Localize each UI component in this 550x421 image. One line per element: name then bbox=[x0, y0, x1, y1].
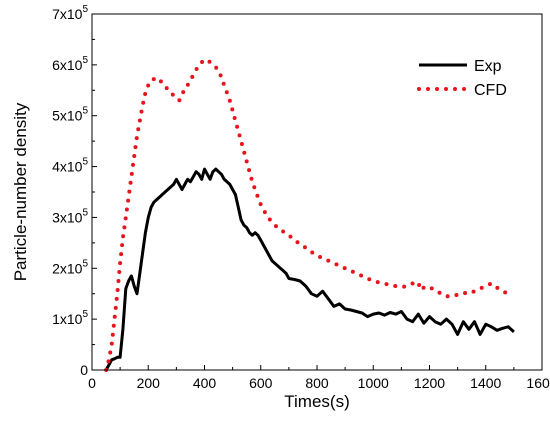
series-line-cfd bbox=[104, 57, 511, 372]
legend-label-cfd: CFD bbox=[474, 82, 507, 99]
x-axis-title: Times(s) bbox=[284, 392, 349, 411]
x-tick-label: 1400 bbox=[470, 375, 501, 391]
y-tick-label: 0 bbox=[80, 362, 88, 378]
legend: Exp CFD bbox=[417, 58, 507, 99]
y-tick-label: 7x105 bbox=[52, 4, 88, 22]
y-axis-title: Particle-number density bbox=[11, 102, 30, 281]
x-tick-label: 600 bbox=[249, 375, 273, 391]
series-line-exp bbox=[104, 167, 515, 371]
x-tick-label: 1200 bbox=[414, 375, 445, 391]
x-tick-label: 0 bbox=[88, 375, 96, 391]
x-tick-label: 1000 bbox=[358, 375, 389, 391]
y-tick-label: 1x105 bbox=[52, 309, 88, 327]
y-tick-label: 5x105 bbox=[52, 106, 88, 124]
y-tick-label: 2x105 bbox=[52, 258, 88, 276]
legend-label-exp: Exp bbox=[474, 58, 502, 75]
x-tick-label: 800 bbox=[305, 375, 329, 391]
y-tick-label: 4x105 bbox=[52, 157, 88, 175]
y-tick-label: 6x105 bbox=[52, 55, 88, 73]
series-layer bbox=[104, 57, 515, 372]
x-tick-label: 200 bbox=[137, 375, 161, 391]
x-tick-label: 400 bbox=[193, 375, 217, 391]
y-tick-label: 3x105 bbox=[52, 207, 88, 225]
